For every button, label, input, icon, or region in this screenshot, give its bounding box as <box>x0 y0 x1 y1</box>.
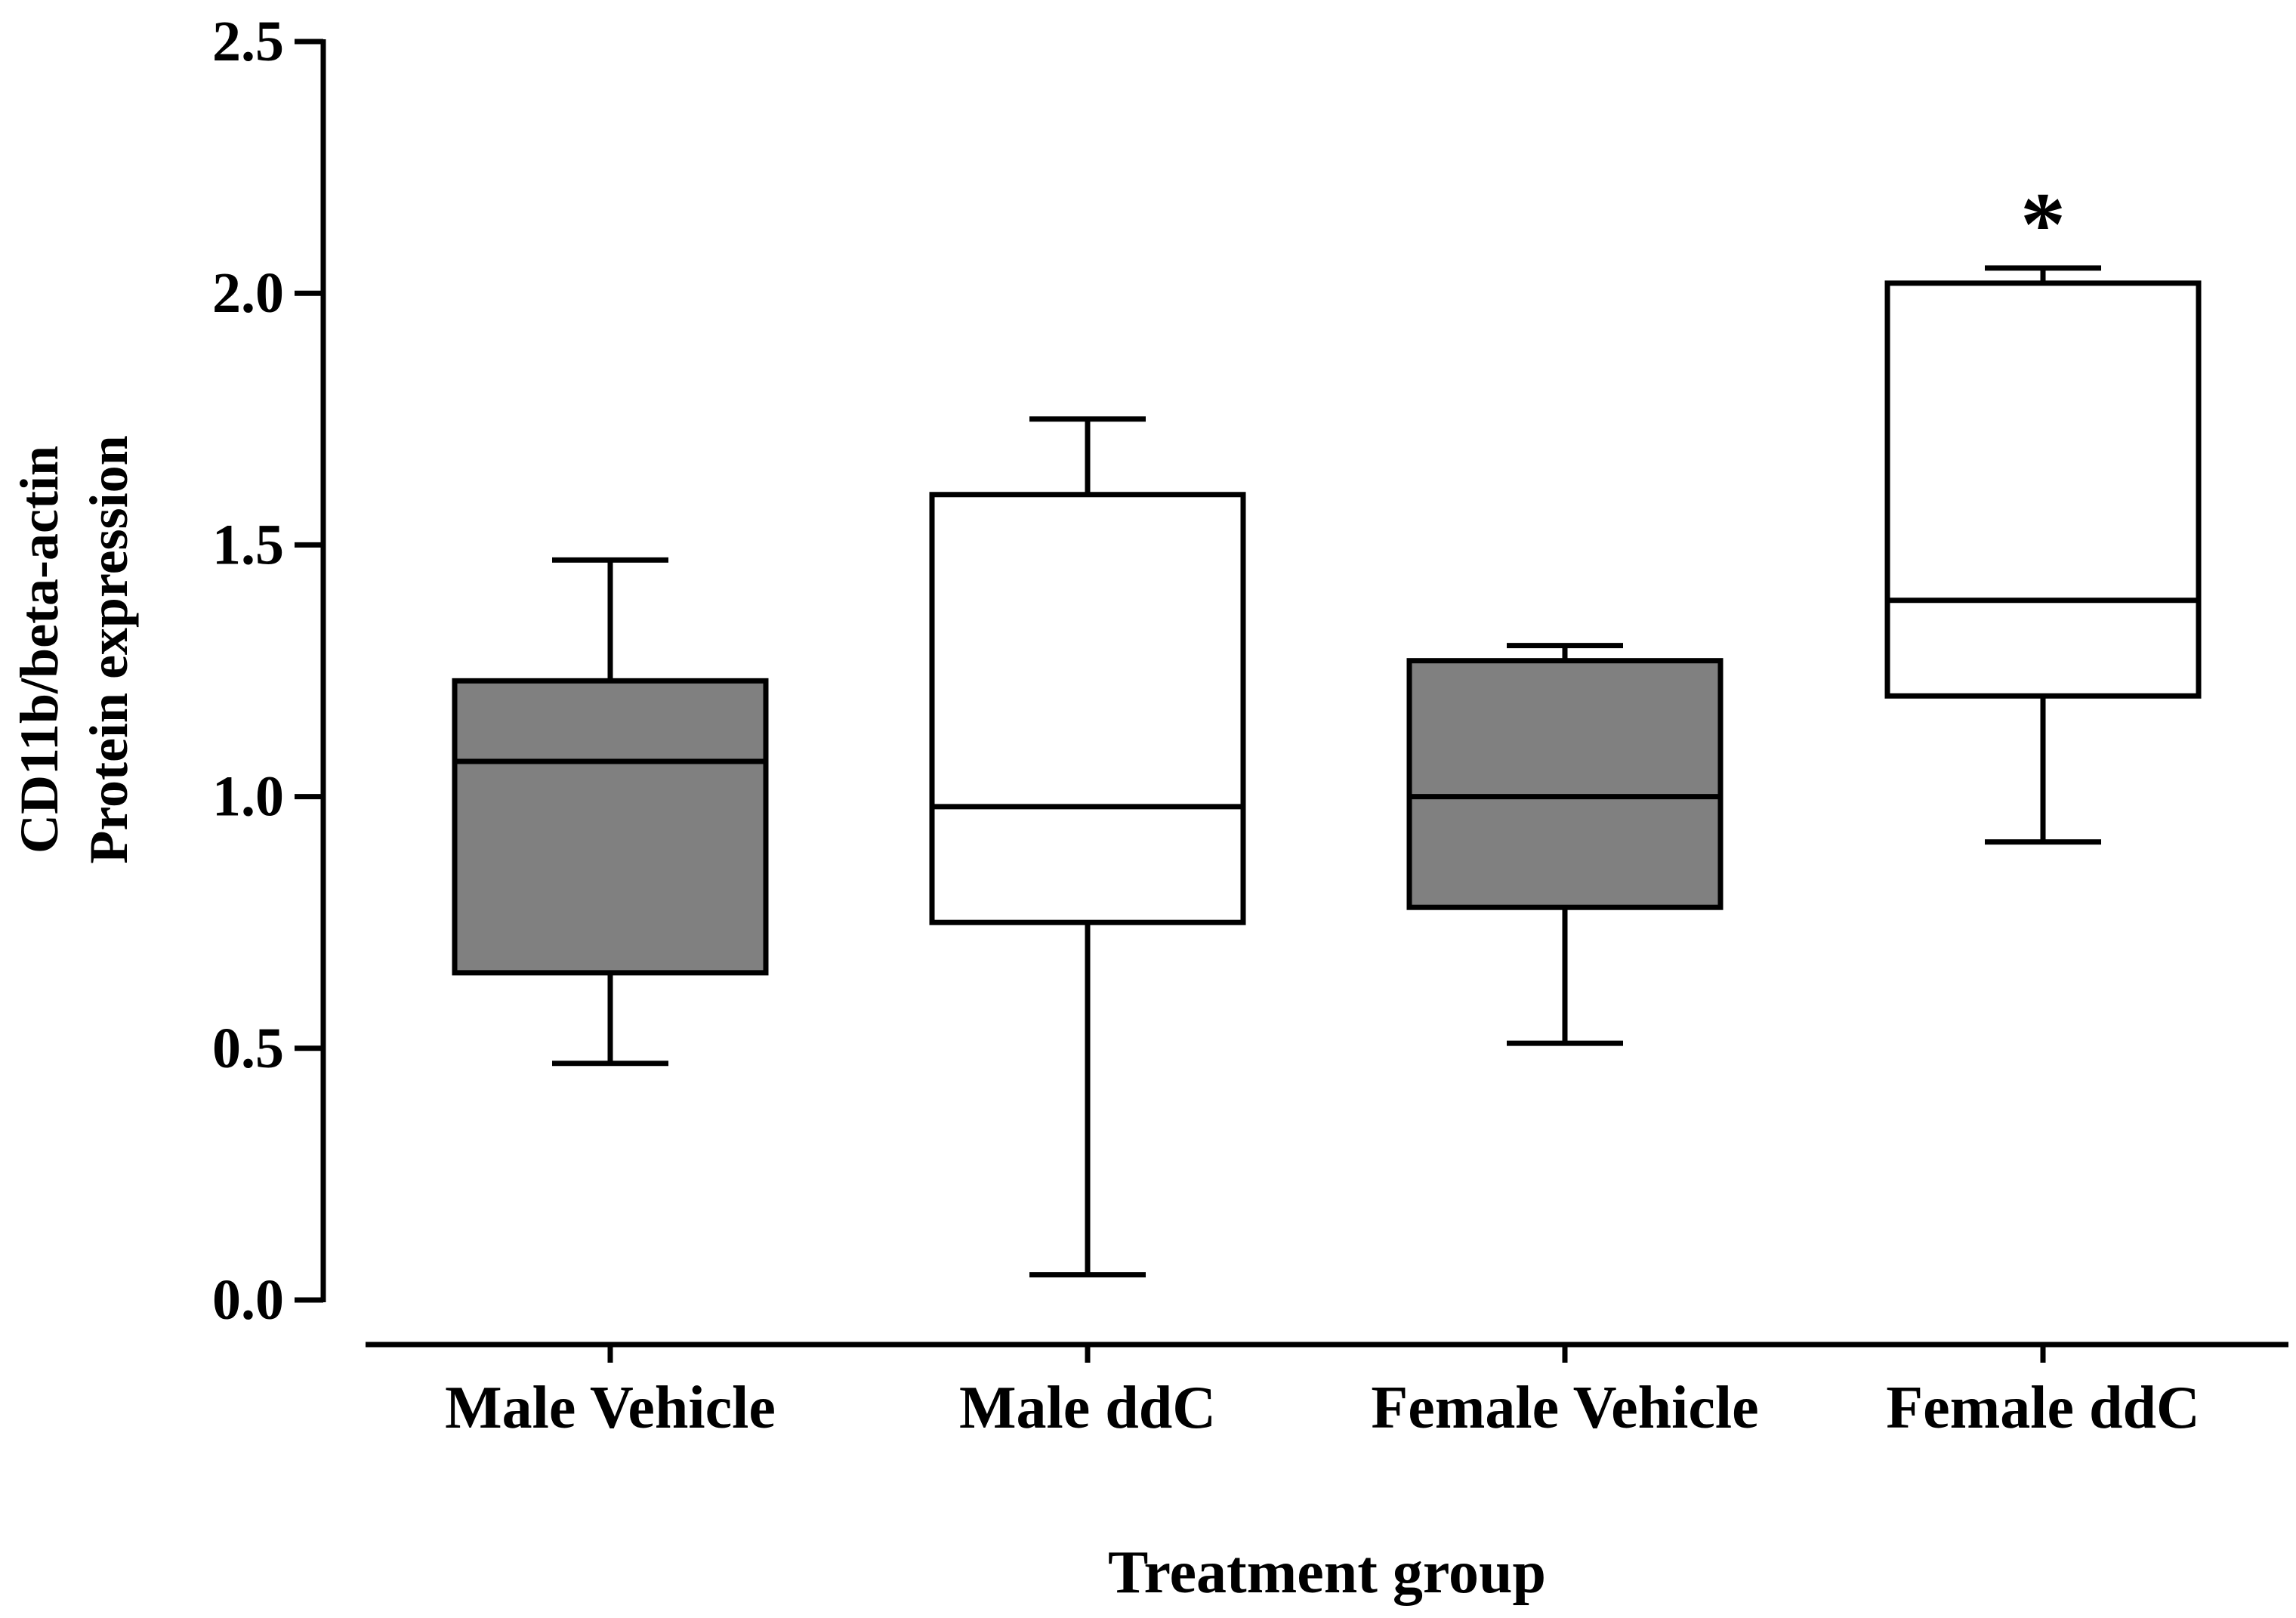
box-body <box>452 678 769 976</box>
y-tick-label: 0.5 <box>212 1017 284 1080</box>
y-axis-label-line-1: CD11b/beta-actin <box>9 446 69 854</box>
x-tick-label: Female ddC <box>1886 1375 2200 1441</box>
x-tick-label: Male ddC <box>959 1375 1216 1441</box>
box <box>929 416 1246 1278</box>
annotations: * <box>2020 174 2066 274</box>
y-tick-label: 2.0 <box>212 261 284 325</box>
box-series <box>452 265 2202 1278</box>
box <box>452 557 769 1067</box>
x-axis: Male Vehicle Male ddC Female Vehicle Female… <box>366 1342 2288 1441</box>
y-axis-label-line-2: Protein expression <box>79 435 139 863</box>
x-tick-label: Female Vehicle <box>1371 1375 1758 1441</box>
y-tick-label: 0.0 <box>212 1268 284 1332</box>
box-body <box>929 492 1246 925</box>
y-axis: 0.0 0.5 1.0 1.5 2.0 2.5 <box>212 10 326 1332</box>
box <box>1406 643 1724 1046</box>
box-body <box>1884 280 2202 699</box>
y-tick-label: 2.5 <box>212 10 284 73</box>
box <box>1884 265 2202 845</box>
y-tick-label: 1.0 <box>212 765 284 829</box>
y-tick-label: 1.5 <box>212 513 284 576</box>
significance-star: * <box>2020 174 2066 274</box>
x-axis-label: Treatment group <box>1108 1539 1546 1606</box>
x-tick-label: Male Vehicle <box>445 1375 776 1441</box>
box-body <box>1406 658 1724 910</box>
